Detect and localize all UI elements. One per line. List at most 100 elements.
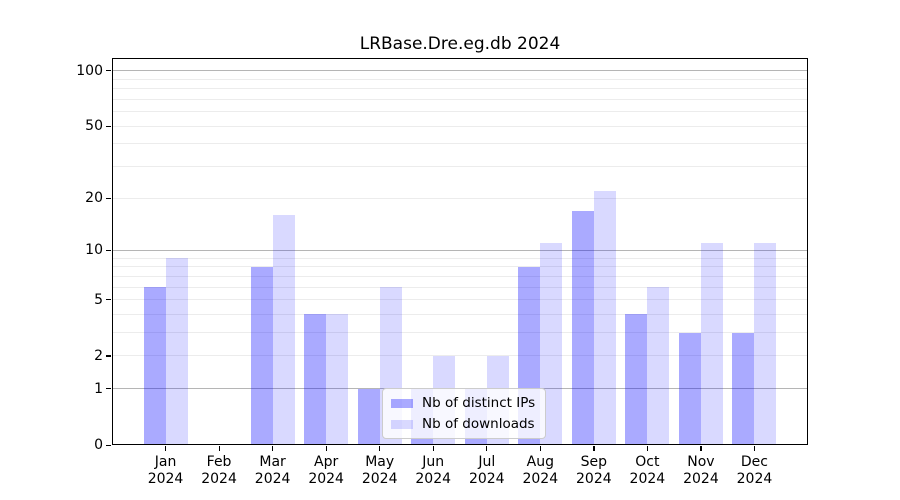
gridline-minor: [112, 332, 808, 334]
x-tick-label-nov: Nov 2024: [666, 454, 736, 488]
x-tick-label-aug: Aug 2024: [505, 454, 575, 488]
x-tick-nov: [700, 446, 702, 451]
y-tick-label-50: 50: [85, 118, 103, 135]
gridline-minor: [112, 266, 808, 268]
x-tick-dec: [753, 446, 756, 451]
x-tick-jan: [165, 446, 167, 451]
chart-title: LRBase.Dre.eg.db 2024: [359, 34, 561, 54]
x-tick-label-year: 2024: [522, 471, 559, 487]
x-tick-label-month: May: [365, 454, 395, 470]
gridline-minor: [112, 88, 808, 90]
bar-nb-of-downloads-mar: [272, 215, 295, 445]
x-tick-jun: [432, 446, 434, 451]
legend-swatch-downloads: [391, 419, 413, 429]
x-tick-label-month: Jul: [478, 454, 496, 470]
y-tick-label-100: 100: [76, 62, 103, 79]
x-tick-label-feb: Feb 2024: [184, 454, 254, 488]
gridline-major: [112, 249, 808, 251]
x-tick-label-month: Jun: [422, 454, 445, 470]
bar-nb-of-downloads-oct: [647, 287, 670, 445]
x-tick-label-oct: Oct 2024: [612, 454, 682, 488]
gridline-minor: [112, 275, 808, 277]
x-tick-label-year: 2024: [736, 471, 773, 487]
x-tick-label-jun: Jun 2024: [398, 454, 468, 488]
legend-row-distinct-ips: Nb of distinct IPs: [391, 395, 535, 411]
y-tick-2: [106, 355, 111, 357]
y-tick-label-10: 10: [85, 242, 103, 259]
x-tick-feb: [218, 446, 220, 451]
gridline-minor: [112, 143, 808, 145]
bar-nb-of-distinct-ips-mar: [250, 266, 273, 445]
gridline-minor: [112, 111, 808, 113]
x-tick-label-dec: Dec 2024: [719, 454, 789, 488]
x-tick-label-year: 2024: [576, 471, 612, 487]
x-tick-label-month: Mar: [259, 454, 286, 470]
gridline-minor: [112, 286, 808, 288]
x-tick-label-year: 2024: [468, 471, 505, 487]
y-tick-label-20: 20: [85, 190, 103, 207]
plot-area: Nb of distinct IPs Nb of downloads 100 50…: [76, 58, 808, 487]
y-tick-1: [106, 388, 111, 390]
gridline-minor: [112, 197, 808, 199]
x-tick-label-apr: Apr 2024: [291, 454, 361, 488]
x-tick-label-month: Dec: [740, 454, 768, 470]
bar-nb-of-distinct-ips-apr: [304, 314, 327, 445]
bar-nb-of-downloads-dec: [754, 243, 777, 445]
x-tick-label-month: Sep: [580, 454, 608, 470]
x-tick-label-may: May 2024: [345, 454, 415, 488]
y-tick-label-0: 0: [94, 437, 103, 453]
gridline-minor: [112, 313, 808, 315]
x-tick-label-year: 2024: [308, 471, 344, 487]
gridline-minor: [112, 355, 808, 357]
bar-nb-of-distinct-ips-oct: [625, 314, 648, 445]
x-tick-label-mar: Mar 2024: [238, 454, 308, 488]
bar-nb-of-distinct-ips-nov: [678, 332, 701, 445]
x-tick-mar: [272, 446, 274, 451]
x-tick-may: [379, 446, 381, 451]
x-tick-sep: [593, 446, 595, 451]
bar-nb-of-downloads-sep: [593, 190, 616, 445]
gridline-minor: [112, 78, 808, 80]
gridline-major: [112, 70, 808, 72]
x-tick-label-year: 2024: [683, 471, 719, 487]
bar-nb-of-distinct-ips-dec: [732, 332, 755, 445]
x-tick-label-jul: Jul 2024: [452, 454, 522, 488]
y-tick-label-5: 5: [94, 291, 103, 308]
bar-nb-of-distinct-ips-sep: [571, 210, 594, 445]
y-tick-10: [106, 249, 111, 252]
x-tick-label-month: Oct: [635, 454, 660, 470]
gridline-minor: [112, 165, 808, 167]
y-tick-100: [106, 70, 111, 72]
x-tick-label-year: 2024: [629, 471, 666, 487]
y-tick-20: [106, 197, 111, 199]
x-tick-oct: [646, 446, 649, 451]
y-tick-label-2: 2: [94, 347, 103, 364]
x-tick-jul: [486, 446, 488, 451]
x-tick-label-month: Nov: [687, 454, 715, 470]
x-tick-label-year: 2024: [361, 471, 398, 487]
gridline-minor: [112, 257, 808, 259]
y-tick-0: [106, 444, 111, 446]
x-tick-label-month: Feb: [206, 454, 232, 470]
x-tick-label-year: 2024: [201, 471, 237, 487]
x-tick-label-month: Apr: [314, 454, 339, 470]
legend: Nb of distinct IPs Nb of downloads: [382, 388, 547, 439]
x-tick-label-jan: Jan 2024: [131, 454, 201, 488]
x-tick-aug: [539, 446, 541, 451]
x-tick-label-month: Jan: [154, 454, 177, 470]
x-tick-label-year: 2024: [147, 471, 184, 487]
y-tick-label-1: 1: [94, 380, 103, 397]
bar-nb-of-downloads-jan: [165, 258, 188, 445]
bar-nb-of-downloads-apr: [326, 314, 349, 445]
y-tick-50: [106, 125, 111, 127]
legend-row-downloads: Nb of downloads: [391, 416, 535, 432]
bar-nb-of-distinct-ips-jan: [143, 287, 166, 445]
legend-label-downloads: Nb of downloads: [422, 416, 535, 432]
bar-nb-of-distinct-ips-may: [357, 388, 380, 445]
x-tick-label-year: 2024: [415, 471, 452, 487]
x-tick-label-month: Aug: [526, 454, 554, 470]
bar-nb-of-downloads-nov: [700, 243, 723, 445]
x-tick-label-year: 2024: [254, 471, 291, 487]
legend-label-distinct-ips: Nb of distinct IPs: [422, 395, 536, 411]
